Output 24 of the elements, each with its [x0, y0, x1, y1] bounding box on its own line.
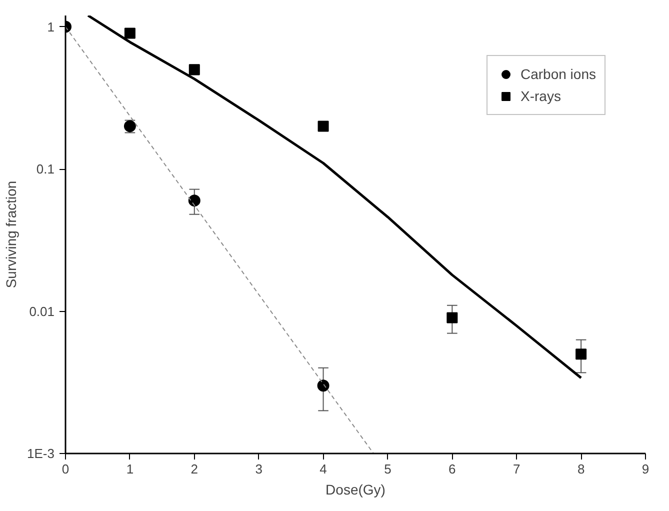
y-tick-label: 1 [47, 19, 55, 34]
y-tick-label: 0.01 [29, 304, 55, 319]
x-tick-label: 6 [448, 462, 456, 476]
point [317, 380, 330, 392]
x-tick-label: 4 [320, 462, 327, 476]
point [124, 28, 136, 39]
x-tick-label: 0 [62, 462, 70, 476]
x-tick-label: 7 [512, 462, 520, 476]
x-tick-label: 3 [255, 462, 262, 476]
x-tick-label: 8 [577, 462, 585, 476]
x-axis-title: Dose(Gy) [326, 482, 386, 498]
x-tick-label: 5 [384, 462, 392, 476]
y-axis-title: Surviving fraction [3, 180, 20, 288]
point [446, 312, 458, 324]
legend-label: X-rays [520, 88, 561, 104]
legend-label: Carbon ions [520, 66, 596, 82]
y-tick-label: 1E-3 [27, 446, 55, 461]
x-tick-label: 2 [190, 462, 198, 476]
point [188, 194, 200, 207]
y-tick-label: 0.1 [36, 162, 55, 177]
point [576, 348, 587, 360]
point [318, 120, 329, 132]
x-tick-label: 9 [642, 462, 650, 476]
x-tick-label: 1 [126, 462, 134, 476]
